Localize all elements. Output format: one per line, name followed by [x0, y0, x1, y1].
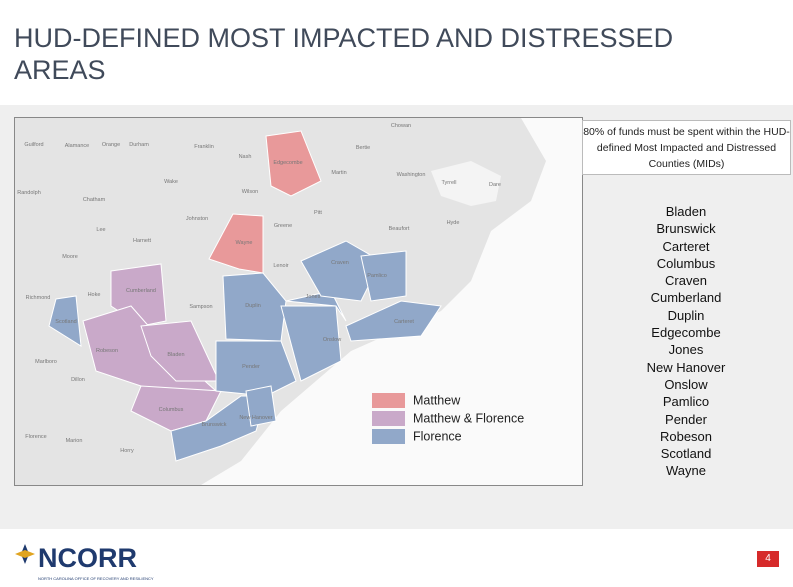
map-label: Wilson — [242, 189, 259, 195]
map-label: Florence — [25, 434, 46, 440]
county-name: Columbus — [656, 255, 716, 271]
county-list: Bladen Brunswick Carteret Columbus Craven Cum… — [606, 203, 766, 480]
county-name: New Hanover — [646, 359, 726, 375]
county — [360, 250, 407, 302]
county-name: Jones — [668, 342, 704, 358]
legend-label: Matthew & Florence — [413, 411, 524, 425]
county — [48, 295, 82, 347]
county-name: Wayne — [666, 463, 706, 479]
map-label: Beaufort — [389, 226, 410, 232]
map: Guilford Alamance Orange Durham Franklin Nash… — [14, 117, 583, 486]
map-label: Hoke — [88, 292, 101, 298]
map-label: Jones — [306, 294, 321, 300]
county-name: Duplin — [667, 307, 705, 323]
county-name: Scotland — [660, 446, 712, 462]
county-name: Robeson — [659, 428, 713, 444]
map-label: Lee — [96, 227, 105, 233]
map-label: Johnston — [186, 216, 208, 222]
county — [140, 320, 220, 382]
map-label: Onslow — [323, 337, 341, 343]
map-label: Dillon — [71, 377, 85, 383]
county — [285, 290, 347, 322]
map-label: Chowan — [391, 123, 411, 129]
map-label: Wake — [164, 179, 178, 185]
map-label: Washington — [397, 172, 426, 178]
map-label: Richmond — [26, 295, 51, 301]
county-name: Brunswick — [656, 221, 716, 237]
map-label: Scotland — [55, 319, 76, 325]
map-label: Durham — [129, 142, 149, 148]
legend-label: Matthew — [413, 393, 461, 407]
county — [222, 272, 287, 342]
map-label: New Hanover — [239, 415, 272, 421]
map-label: Cumberland — [126, 288, 156, 294]
county — [245, 385, 277, 427]
county-name: Carteret — [662, 238, 710, 254]
map-label: Alamance — [65, 143, 89, 149]
legend-swatch — [372, 393, 405, 408]
map-svg: Guilford Alamance Orange Durham Franklin Nash… — [15, 118, 582, 485]
county-name: Pamlico — [662, 394, 710, 410]
map-label: Hyde — [447, 220, 460, 226]
map-label: Tyrrell — [442, 180, 457, 186]
ocean — [201, 118, 582, 485]
logo-mark — [15, 544, 35, 564]
agency-name: NORTH CAROLINA OFFICE OF RECOVERY AND RE… — [38, 576, 154, 581]
county — [215, 340, 297, 397]
county — [208, 213, 264, 274]
map-label: Columbus — [159, 407, 184, 413]
map-label: Horry — [120, 448, 134, 454]
logo-text: NCORR — [38, 543, 137, 573]
map-label: Martin — [331, 170, 346, 176]
county — [265, 130, 322, 197]
county — [280, 305, 342, 382]
legend-swatch — [372, 429, 405, 444]
map-label: Moore — [62, 254, 78, 260]
county-name: Bladen — [665, 204, 707, 219]
legend-swatch — [372, 411, 405, 426]
map-label: Duplin — [245, 303, 261, 309]
map-label: Harnett — [133, 238, 152, 244]
map-label: Orange — [102, 142, 120, 148]
note-box: 80% of funds must be spent within the HU… — [582, 120, 791, 175]
map-label: Randolph — [17, 190, 41, 196]
map-label: Brunswick — [201, 422, 226, 428]
map-label: Bladen — [167, 352, 184, 358]
page-number: 4 — [757, 551, 779, 567]
legend: Matthew Matthew & Florence Florence — [372, 393, 524, 444]
map-label: Pitt — [314, 210, 322, 216]
map-label: Marion — [66, 438, 83, 444]
map-label: Marlboro — [35, 359, 57, 365]
map-label: Craven — [331, 260, 349, 266]
map-label: Sampson — [189, 304, 212, 310]
map-label: Robeson — [96, 348, 118, 354]
map-label: Guilford — [24, 142, 43, 148]
county-name: Pender — [665, 411, 707, 427]
map-label: Chatham — [83, 197, 106, 203]
map-labels: Guilford Alamance Orange Durham Franklin Nash… — [17, 123, 501, 454]
map-label: Greene — [274, 223, 292, 229]
map-label: Wayne — [236, 240, 253, 246]
county-name: Craven — [665, 273, 707, 289]
county-name: Cumberland — [650, 290, 722, 306]
map-label: Franklin — [194, 144, 214, 150]
county-name: Edgecombe — [651, 325, 721, 341]
map-label: Dare — [489, 182, 501, 188]
county-shapes — [48, 130, 442, 462]
sound — [431, 161, 501, 206]
slide-title: HUD-DEFINED MOST IMPACTED AND DISTRESSED… — [14, 23, 674, 85]
map-label: Bertie — [356, 145, 370, 151]
county — [345, 300, 442, 342]
map-label: Pamlico — [367, 273, 387, 279]
map-label: Edgecombe — [273, 160, 302, 166]
map-label: Carteret — [394, 319, 414, 325]
map-label: Lenoir — [273, 263, 288, 269]
legend-label: Florence — [413, 429, 462, 443]
map-label: Nash — [239, 154, 252, 160]
county-name: Onslow — [664, 376, 708, 392]
map-label: Pender — [242, 364, 260, 370]
